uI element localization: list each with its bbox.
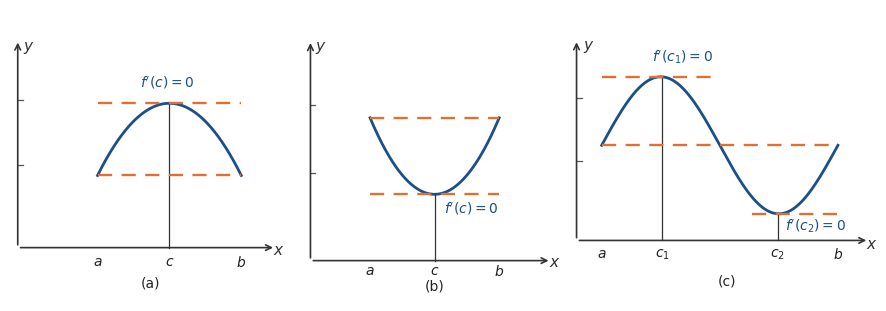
Text: $y$: $y$ [23,40,35,56]
Text: $c_2$: $c_2$ [769,247,784,262]
Text: $x$: $x$ [273,243,284,258]
Text: $a$: $a$ [93,255,102,269]
Text: $c$: $c$ [165,255,174,269]
Text: (b): (b) [424,280,444,294]
Text: $f'(c_1) = 0$: $f'(c_1) = 0$ [651,49,712,66]
Text: $c$: $c$ [430,264,439,278]
Text: $a$: $a$ [365,264,375,278]
Text: $x$: $x$ [548,255,560,270]
Text: $x$: $x$ [865,237,876,252]
Text: $f'(c) = 0$: $f'(c) = 0$ [443,200,497,217]
Text: $f'(c) = 0$: $f'(c) = 0$ [140,75,194,91]
Text: $y$: $y$ [315,40,327,56]
Text: (a): (a) [141,276,160,290]
Text: $b$: $b$ [832,247,842,262]
Text: $f'(c_2) = 0$: $f'(c_2) = 0$ [784,218,845,235]
Text: $a$: $a$ [596,247,606,261]
Text: (c): (c) [718,275,735,289]
Text: $b$: $b$ [494,264,504,280]
Text: $c_1$: $c_1$ [654,247,669,262]
Text: $y$: $y$ [582,39,594,55]
Text: $b$: $b$ [236,255,246,270]
